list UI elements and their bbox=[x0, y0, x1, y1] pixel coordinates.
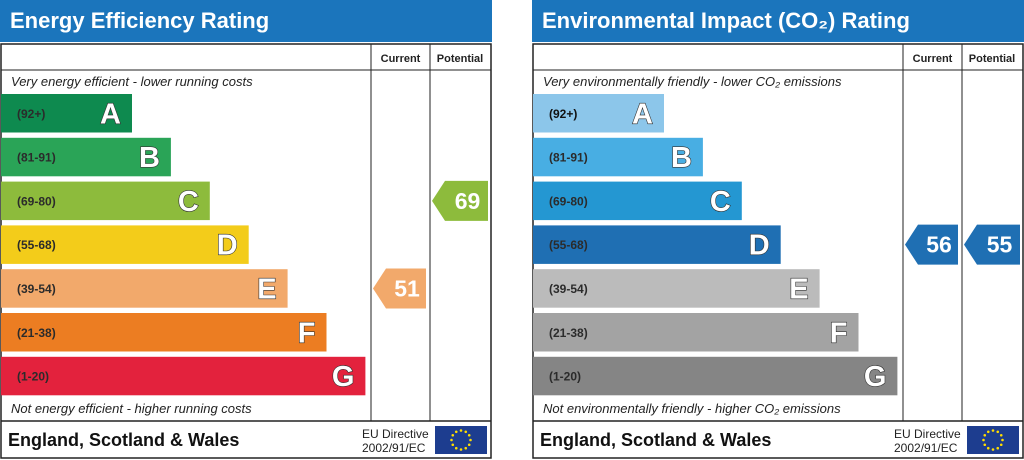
eu-star-icon bbox=[464, 446, 468, 450]
eu-star-icon bbox=[986, 446, 990, 450]
band-letter-d: D bbox=[749, 230, 770, 262]
eu-star-icon bbox=[451, 443, 455, 447]
eu-star-icon bbox=[983, 443, 987, 447]
band-range-label: (39-54) bbox=[549, 282, 588, 296]
title-bar bbox=[532, 0, 1024, 42]
eu-star-icon bbox=[999, 433, 1003, 437]
rating-band-e bbox=[533, 269, 820, 308]
band-letter-a: A bbox=[100, 98, 121, 130]
band-range-label: (1-20) bbox=[17, 370, 49, 384]
potential-rating-value: 69 bbox=[455, 188, 481, 214]
footer-directive-line1: EU Directive bbox=[894, 427, 961, 441]
eu-star-icon bbox=[982, 438, 985, 442]
eu-star-icon bbox=[991, 448, 995, 451]
footer-country: England, Scotland & Wales bbox=[8, 430, 239, 450]
eu-star-icon bbox=[459, 448, 463, 451]
band-letter-b: B bbox=[139, 142, 160, 174]
footer-country: England, Scotland & Wales bbox=[540, 430, 771, 450]
current-rating-value: 56 bbox=[926, 232, 952, 258]
bottom-caption: Not energy efficient - higher running co… bbox=[11, 401, 252, 416]
footer-directive-line2: 2002/91/EC bbox=[894, 441, 958, 455]
band-letter-g: G bbox=[864, 361, 887, 393]
title-bar bbox=[0, 0, 492, 42]
eu-star-icon bbox=[996, 430, 1000, 434]
eu-star-icon bbox=[986, 430, 990, 434]
rating-band-e bbox=[1, 269, 288, 308]
band-range-label: (21-38) bbox=[17, 326, 56, 340]
potential-rating-marker bbox=[432, 180, 488, 221]
band-range-label: (92+) bbox=[549, 107, 577, 121]
eu-star-icon bbox=[991, 429, 995, 432]
eu-star-icon bbox=[983, 433, 987, 437]
eu-star-icon bbox=[999, 443, 1003, 447]
current-rating-marker bbox=[373, 268, 426, 309]
potential-rating-marker bbox=[964, 224, 1020, 265]
band-range-label: (55-68) bbox=[17, 238, 56, 252]
footer-directive-line2: 2002/91/EC bbox=[362, 441, 426, 455]
chart-title: Energy Efficiency Rating bbox=[10, 8, 269, 33]
band-letter-f: F bbox=[298, 317, 316, 349]
eu-star-icon bbox=[464, 430, 468, 434]
chart-title: Environmental Impact (CO₂) Rating bbox=[542, 8, 910, 33]
eu-star-icon bbox=[454, 446, 458, 450]
band-letter-f: F bbox=[830, 317, 848, 349]
band-range-label: (55-68) bbox=[549, 238, 588, 252]
rating-band-a bbox=[1, 94, 132, 133]
bottom-caption: Not environmentally friendly - higher CO… bbox=[543, 401, 841, 416]
eu-star-icon bbox=[1001, 438, 1004, 442]
rating-band-f bbox=[533, 313, 859, 352]
rating-band-c bbox=[1, 181, 210, 221]
band-range-label: (69-80) bbox=[549, 194, 588, 208]
current-column-header: Current bbox=[381, 53, 421, 65]
band-range-label: (39-54) bbox=[17, 282, 56, 296]
rating-band-b bbox=[533, 137, 703, 177]
band-letter-e: E bbox=[789, 273, 808, 305]
rating-band-c bbox=[533, 181, 742, 221]
current-column-header: Current bbox=[913, 53, 953, 65]
eu-star-icon bbox=[469, 438, 472, 442]
rating-band-f bbox=[1, 313, 327, 352]
potential-column-header: Potential bbox=[437, 53, 483, 65]
energy-efficiency-chart: Energy Efficiency Rating Current Potential… bbox=[0, 0, 492, 459]
current-rating-value: 51 bbox=[394, 275, 420, 301]
band-range-label: (69-80) bbox=[17, 194, 56, 208]
band-range-label: (81-91) bbox=[17, 151, 56, 165]
band-range-label: (81-91) bbox=[549, 151, 588, 165]
environmental-impact-panel: Environmental Impact (CO₂) Rating Current… bbox=[532, 0, 1024, 460]
rating-band-b bbox=[1, 137, 171, 177]
band-letter-g: G bbox=[332, 361, 355, 393]
eu-star-icon bbox=[450, 438, 453, 442]
band-range-label: (1-20) bbox=[549, 370, 581, 384]
rating-band-g bbox=[533, 356, 898, 396]
footer-directive-line1: EU Directive bbox=[362, 427, 429, 441]
band-letter-c: C bbox=[178, 186, 199, 218]
band-letter-a: A bbox=[632, 98, 653, 130]
rating-band-d bbox=[533, 225, 781, 264]
band-letter-d: D bbox=[217, 230, 238, 262]
rating-band-a bbox=[533, 94, 664, 133]
environmental-impact-chart: Environmental Impact (CO₂) Rating Current… bbox=[532, 0, 1024, 459]
band-range-label: (92+) bbox=[17, 107, 45, 121]
band-letter-c: C bbox=[710, 186, 731, 218]
eu-star-icon bbox=[454, 430, 458, 434]
top-caption: Very environmentally friendly - lower CO… bbox=[543, 74, 842, 89]
eu-star-icon bbox=[451, 433, 455, 437]
rating-band-g bbox=[1, 356, 366, 396]
potential-rating-value: 55 bbox=[987, 232, 1013, 258]
rating-band-d bbox=[1, 225, 249, 264]
band-letter-e: E bbox=[257, 273, 276, 305]
top-caption: Very energy efficient - lower running co… bbox=[11, 74, 253, 89]
eu-star-icon bbox=[467, 443, 471, 447]
eu-star-icon bbox=[459, 429, 463, 432]
energy-efficiency-panel: Energy Efficiency Rating Current Potential… bbox=[0, 0, 492, 460]
band-letter-b: B bbox=[671, 142, 692, 174]
eu-star-icon bbox=[996, 446, 1000, 450]
eu-star-icon bbox=[467, 433, 471, 437]
current-rating-marker bbox=[905, 224, 958, 265]
potential-column-header: Potential bbox=[969, 53, 1015, 65]
band-range-label: (21-38) bbox=[549, 326, 588, 340]
